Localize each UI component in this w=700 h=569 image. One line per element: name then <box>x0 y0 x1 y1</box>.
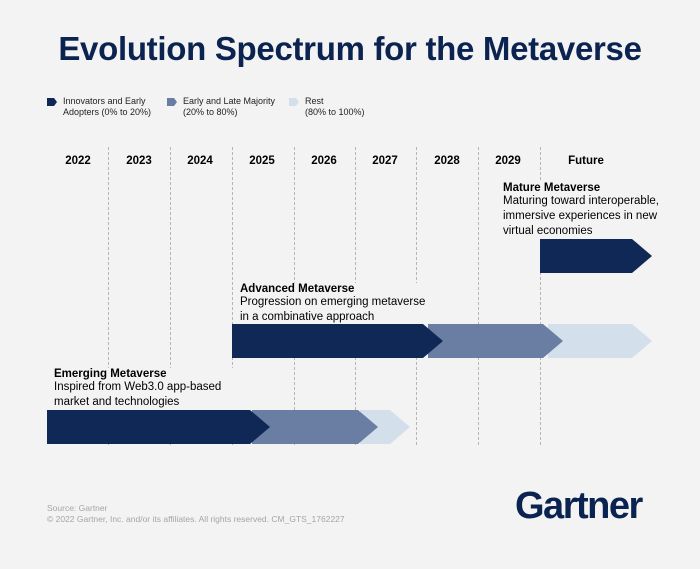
legend-swatch-rest <box>289 98 299 106</box>
gartner-logo: Gartner <box>515 485 643 527</box>
source-note: Source: Gartner © 2022 Gartner, Inc. and… <box>47 503 345 525</box>
year-label: Future <box>568 155 604 167</box>
stage-desc: virtual economies <box>503 225 593 237</box>
emerging-majority-bar <box>252 410 378 444</box>
stage-emerging: Emerging Metaverse Inspired from Web3.0 … <box>54 368 284 410</box>
gridline <box>170 147 171 445</box>
year-label: 2023 <box>126 155 152 167</box>
year-label: 2026 <box>311 155 337 167</box>
year-label: 2024 <box>187 155 213 167</box>
stage-desc: Inspired from Web3.0 app-based <box>54 381 222 393</box>
advanced-innovators-bar <box>232 324 443 358</box>
legend-text: Rest <box>305 96 324 106</box>
stage-desc: Progression on emerging metaverse <box>240 296 426 308</box>
legend-text: Adopters (0% to 20%) <box>63 107 152 117</box>
year-label: 2028 <box>434 155 460 167</box>
page-title: Evolution Spectrum for the Metaverse <box>58 30 642 67</box>
legend-innovators: Innovators and Early Adopters (0% to 20%) <box>63 96 151 118</box>
source-text: Source: Gartner <box>47 503 108 513</box>
year-label: 2029 <box>495 155 521 167</box>
gridline <box>478 147 479 445</box>
stage-desc: immersive experiences in new <box>503 210 658 222</box>
gridline <box>108 147 109 445</box>
stage-title: Emerging Metaverse <box>54 368 167 380</box>
legend-text: (20% to 80%) <box>183 107 238 117</box>
year-label: 2022 <box>65 155 91 167</box>
stage-title: Advanced Metaverse <box>240 283 355 295</box>
stage-desc: in a combinative approach <box>240 311 375 323</box>
stage-desc: market and technologies <box>54 396 180 408</box>
legend-rest: Rest (80% to 100%) <box>305 96 365 118</box>
legend-swatch-innovators <box>47 98 57 106</box>
stage-mature: Mature Metaverse Maturing toward interop… <box>503 182 698 239</box>
advanced-rest-bar <box>548 324 652 358</box>
year-label: 2025 <box>249 155 275 167</box>
mature-innovators-bar <box>540 239 652 273</box>
copyright-text: © 2022 Gartner, Inc. and/or its affiliat… <box>47 514 345 524</box>
gridline <box>540 147 541 445</box>
advanced-majority-bar <box>428 324 563 358</box>
stage-title: Mature Metaverse <box>503 182 601 194</box>
legend-text: Innovators and Early <box>63 96 146 106</box>
stage-advanced: Advanced Metaverse Progression on emergi… <box>240 283 470 325</box>
legend-swatch-majority <box>167 98 177 106</box>
legend-text: (80% to 100%) <box>305 107 365 117</box>
gridline <box>232 147 233 445</box>
legend-majority: Early and Late Majority (20% to 80%) <box>183 96 275 118</box>
emerging-innovators-bar <box>47 410 270 444</box>
stage-desc: Maturing toward interoperable, <box>503 195 659 207</box>
year-label: 2027 <box>372 155 398 167</box>
legend-text: Early and Late Majority <box>183 96 276 106</box>
